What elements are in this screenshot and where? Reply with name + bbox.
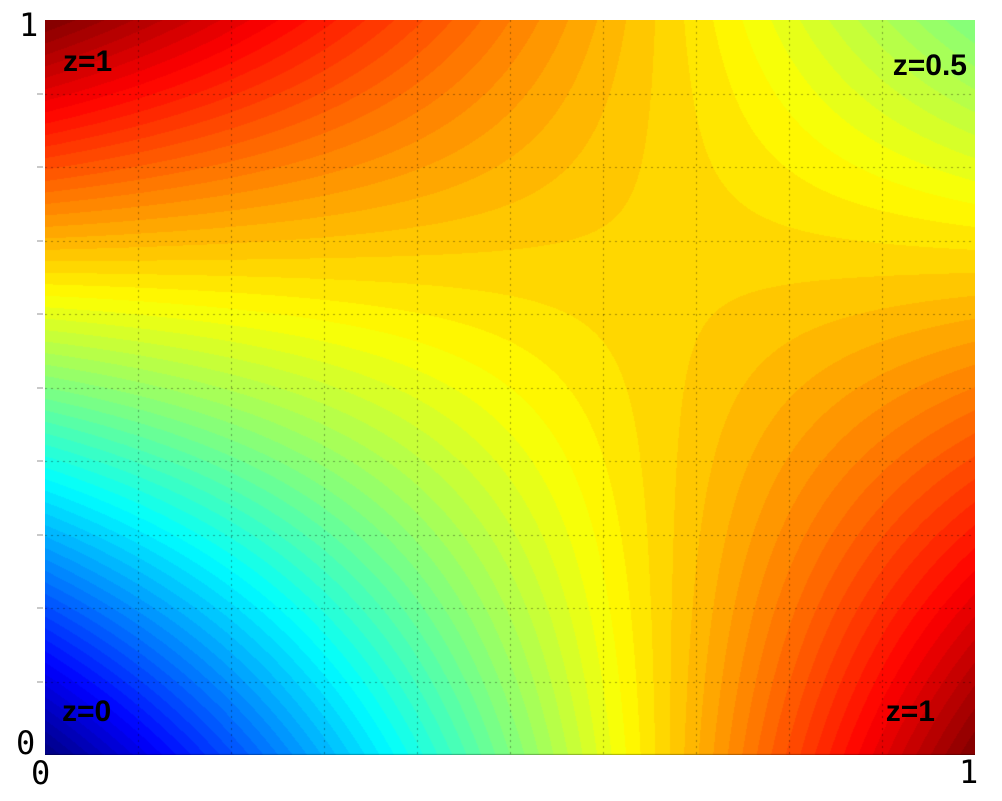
x-axis-tick-label-min: 0 bbox=[31, 754, 51, 792]
plot-area: z=1 z=0.5 z=0 z=1 bbox=[45, 20, 975, 755]
x-axis-tick-label-max: 1 bbox=[959, 753, 979, 791]
y-axis-minor-tick bbox=[37, 533, 43, 536]
y-axis-minor-tick bbox=[37, 92, 43, 95]
contour-canvas bbox=[45, 20, 975, 755]
annotation-top-right: z=0.5 bbox=[892, 49, 967, 82]
y-axis-minor-tick bbox=[37, 607, 43, 609]
y-axis-minor-tick bbox=[37, 680, 43, 683]
y-axis-tick-label-min: 0 bbox=[16, 724, 36, 762]
y-axis-minor-tick bbox=[37, 313, 43, 315]
y-axis-minor-tick bbox=[37, 460, 43, 462]
y-axis-minor-tick bbox=[37, 386, 43, 389]
annotation-bottom-left: z=0 bbox=[62, 694, 112, 728]
annotation-bottom-right: z=1 bbox=[885, 694, 935, 728]
y-axis-tick-label-max: 1 bbox=[19, 6, 39, 44]
y-axis-minor-tick bbox=[37, 166, 43, 168]
annotation-top-left: z=1 bbox=[63, 45, 113, 78]
y-axis-minor-tick bbox=[37, 239, 43, 242]
